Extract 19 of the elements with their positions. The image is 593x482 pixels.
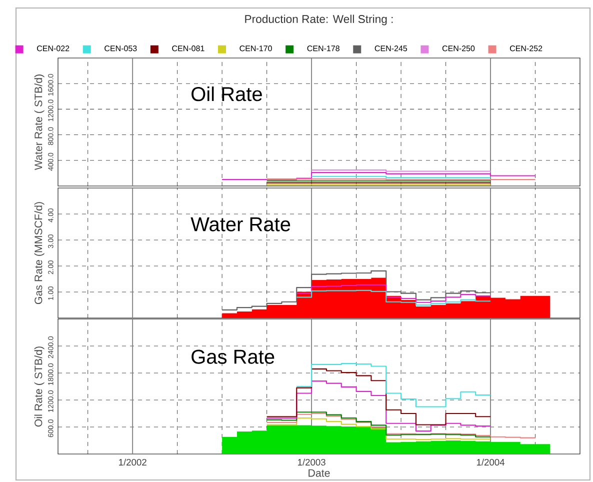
x-tick-label: 1/2003 bbox=[298, 458, 326, 466]
x-axis-title: Date bbox=[308, 469, 330, 477]
legend-label: CEN-170 bbox=[240, 46, 272, 52]
y-axis-title: Water Rate ( STB/d) bbox=[34, 74, 44, 170]
chart-title: Production Rate: Well String : bbox=[245, 14, 393, 26]
legend-label: CEN-022 bbox=[37, 46, 70, 52]
legend-label: CEN-245 bbox=[374, 46, 408, 52]
legend-label: CEN-252 bbox=[510, 46, 542, 52]
y-axis-title: Oil Rate ( STB/d) bbox=[34, 346, 44, 427]
legend-label: CEN-053 bbox=[104, 46, 137, 52]
annotation: Gas Rate bbox=[192, 350, 274, 364]
legend-label: CEN-250 bbox=[442, 46, 475, 52]
x-tick-label: 1/2002 bbox=[119, 458, 146, 466]
x-tick-label: 1/2004 bbox=[476, 458, 504, 466]
y-axis-title: Gas Rate (MMSCF/d) bbox=[34, 202, 44, 304]
legend-label: CEN-081 bbox=[172, 46, 204, 52]
legend-label: CEN-178 bbox=[307, 46, 340, 52]
annotation: Water Rate bbox=[190, 217, 290, 232]
annotation: Oil Rate bbox=[192, 86, 262, 102]
